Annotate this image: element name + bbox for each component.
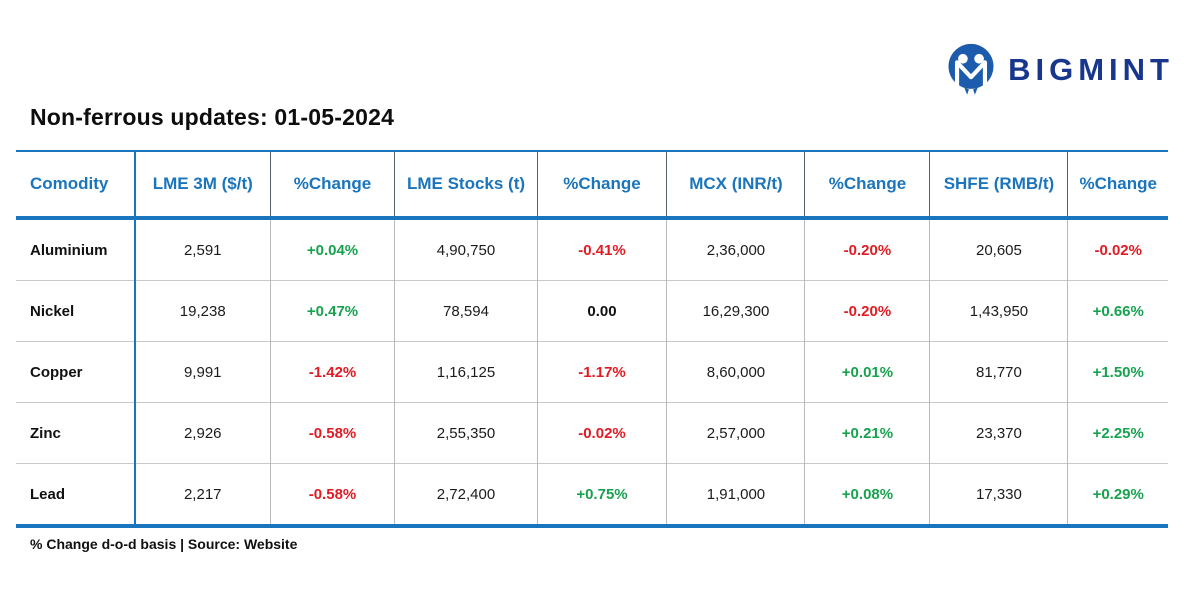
data-cell: +0.29%	[1067, 463, 1168, 528]
data-cell: -0.58%	[269, 402, 395, 464]
table-body: Aluminium 2,591 +0.04% 4,90,750 -0.41% 2,36,0…	[16, 218, 1168, 528]
data-cell: 9,991	[134, 341, 270, 403]
data-cell: 78,594	[394, 280, 538, 342]
data-cell: +0.75%	[536, 463, 667, 528]
data-cell: +0.47%	[269, 280, 395, 342]
data-cell: 2,72,400	[394, 463, 538, 528]
data-cell: +2.25%	[1067, 402, 1168, 464]
data-cell: -0.02%	[536, 402, 667, 464]
table-row: Nickel 19,238 +0.47% 78,594 0.00 16,29,300 -0.…	[16, 280, 1168, 342]
data-cell: +1.50%	[1067, 341, 1168, 403]
data-cell: 0.00	[536, 280, 667, 342]
data-cell: 4,90,750	[394, 218, 538, 281]
commodity-cell: Lead	[16, 463, 135, 528]
table-row: Zinc 2,926 -0.58% 2,55,350 -0.02% 2,57,000 +0.…	[16, 402, 1168, 464]
bigmint-logo-icon	[948, 43, 994, 95]
table-row: Aluminium 2,591 +0.04% 4,90,750 -0.41% 2,36,0…	[16, 218, 1168, 281]
footer-note: % Change d-o-d basis | Source: Website	[30, 536, 298, 552]
col-header-commodity: Comodity	[16, 150, 135, 220]
data-cell: 16,29,300	[666, 280, 805, 342]
commodity-cell: Copper	[16, 341, 135, 403]
col-header-lme-3m: LME 3M ($/t)	[134, 150, 270, 220]
commodity-table: Comodity LME 3M ($/t) %Change LME Stocks…	[16, 150, 1168, 528]
col-header-shfe-change: %Change	[1067, 150, 1168, 220]
data-cell: -0.20%	[804, 280, 930, 342]
col-header-lme-stocks: LME Stocks (t)	[394, 150, 538, 220]
data-cell: 8,60,000	[666, 341, 805, 403]
data-cell: +0.04%	[269, 218, 395, 281]
col-header-lme-3m-change: %Change	[269, 150, 395, 220]
table-row: Copper 9,991 -1.42% 1,16,125 -1.17% 8,60,000 +…	[16, 341, 1168, 403]
table-header: Comodity LME 3M ($/t) %Change LME Stocks…	[16, 150, 1168, 220]
data-cell: 2,591	[134, 218, 270, 281]
data-cell: 2,57,000	[666, 402, 805, 464]
col-header-mcx: MCX (INR/t)	[666, 150, 805, 220]
commodity-cell: Zinc	[16, 402, 135, 464]
data-cell: 19,238	[134, 280, 270, 342]
header-row: Comodity LME 3M ($/t) %Change LME Stocks…	[16, 150, 1168, 220]
page-title: Non-ferrous updates: 01-05-2024	[30, 104, 395, 130]
data-cell: 23,370	[929, 402, 1068, 464]
brand-name: BIGMINT	[1008, 52, 1174, 87]
col-header-lme-stocks-change: %Change	[536, 150, 667, 220]
data-cell: +0.66%	[1067, 280, 1168, 342]
data-cell: 1,43,950	[929, 280, 1068, 342]
data-cell: +0.21%	[804, 402, 930, 464]
data-cell: +0.08%	[804, 463, 930, 528]
data-cell: 2,926	[134, 402, 270, 464]
data-cell: -1.17%	[536, 341, 667, 403]
brand-logo: BIGMINT	[944, 42, 1174, 98]
data-cell: 2,36,000	[666, 218, 805, 281]
data-cell: 81,770	[929, 341, 1068, 403]
data-cell: -1.42%	[269, 341, 395, 403]
table-row: Lead 2,217 -0.58% 2,72,400 +0.75% 1,91,000 +0.…	[16, 463, 1168, 528]
data-cell: 2,217	[134, 463, 270, 528]
data-cell: 20,605	[929, 218, 1068, 281]
data-cell: +0.01%	[804, 341, 930, 403]
data-cell: -0.02%	[1067, 218, 1168, 281]
data-cell: 1,91,000	[666, 463, 805, 528]
data-cell: -0.58%	[269, 463, 395, 528]
data-cell: -0.20%	[804, 218, 930, 281]
data-cell: -0.41%	[536, 218, 667, 281]
commodity-cell: Aluminium	[30, 241, 108, 259]
data-cell: 2,55,350	[394, 402, 538, 464]
data-cell: 17,330	[929, 463, 1068, 528]
col-header-shfe: SHFE (RMB/t)	[929, 150, 1068, 220]
col-header-mcx-change: %Change	[804, 150, 930, 220]
data-cell: 1,16,125	[394, 341, 538, 403]
commodity-cell: Nickel	[16, 280, 135, 342]
